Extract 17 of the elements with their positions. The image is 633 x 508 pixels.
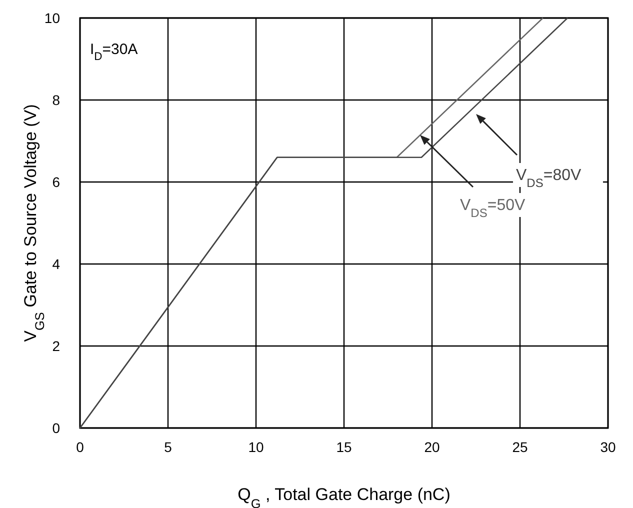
x-tick-label: 20	[424, 439, 440, 455]
y-tick-label: 10	[44, 10, 60, 26]
y-tick-label: 6	[52, 174, 60, 190]
x-tick-label: 15	[336, 439, 352, 455]
y-tick-label: 4	[52, 256, 60, 272]
x-tick-label: 30	[600, 439, 616, 455]
x-tick-label: 25	[512, 439, 528, 455]
y-tick-label: 8	[52, 92, 60, 108]
annotation: I$_{D}$=30A	[90, 41, 138, 63]
text: V$_{DS}$=80V	[516, 167, 582, 190]
x-axis-title: Q$_{G}$ , Total Gate Charge (nC)	[238, 485, 450, 508]
text: V$_{DS}$=50V	[460, 197, 526, 220]
x-tick-label: 5	[164, 439, 172, 455]
x-tick-label: 0	[76, 439, 84, 455]
y-tick-label: 2	[52, 338, 60, 354]
y-tick-label: 0	[52, 420, 60, 436]
x-tick-label: 10	[248, 439, 264, 455]
